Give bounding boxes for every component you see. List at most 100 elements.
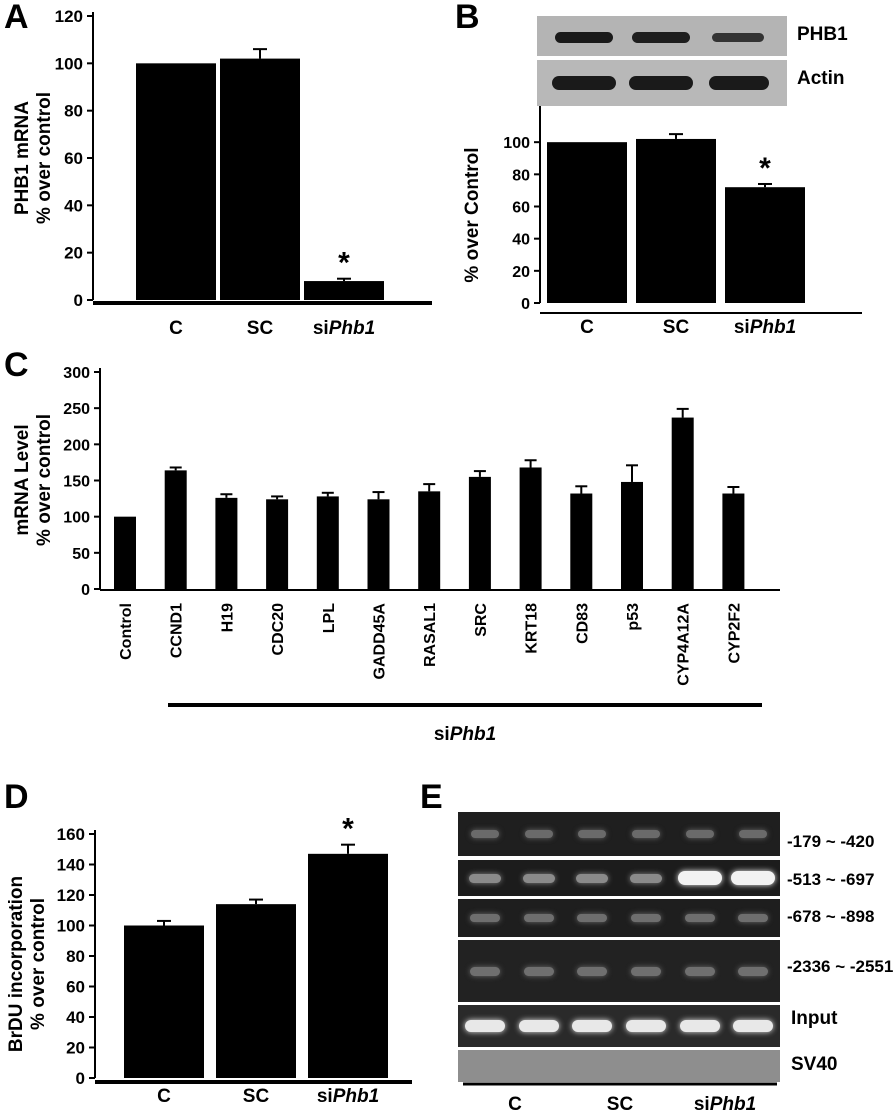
- gel-band: [684, 966, 715, 976]
- y-tick-label: 20: [512, 264, 530, 281]
- bar: [304, 281, 384, 300]
- significance-marker: *: [759, 152, 771, 185]
- bar: [136, 63, 216, 301]
- gel-row: [458, 1005, 780, 1047]
- significance-marker: *: [338, 247, 350, 280]
- y-tick-label: 80: [66, 947, 85, 966]
- blot-band: [709, 76, 769, 90]
- gel-band: [522, 873, 555, 883]
- gel-row: [458, 812, 780, 856]
- gel-band: [731, 871, 776, 885]
- chart-c: 0 50 100 150 200 250 300 Control CCND1 H19 CDC20 LP…: [12, 365, 780, 745]
- y-tick-label: 100: [63, 510, 90, 527]
- x-tick-label: GADD45A: [372, 603, 389, 680]
- y-tick-label: 40: [64, 196, 83, 215]
- gel-band: [733, 1020, 774, 1032]
- panel-label-e: E: [420, 778, 443, 816]
- y-tick-label: 150: [63, 474, 90, 491]
- y-tick-label: 120: [57, 886, 85, 905]
- gel-row: [458, 940, 780, 1002]
- y-axis-label: BrDU incorporation% over control: [6, 876, 49, 1052]
- bar: [671, 417, 694, 589]
- gel-band: [523, 966, 554, 976]
- significance-marker: *: [342, 813, 354, 846]
- panel-label-b: B: [455, 0, 480, 36]
- gel-band: [572, 1020, 613, 1032]
- x-tick-label: SC: [243, 1086, 270, 1107]
- y-axis-label-line: % over control: [34, 92, 55, 224]
- blot-band: [629, 76, 693, 90]
- gel-group-label: SC: [607, 1094, 634, 1114]
- y-tick-label: 100: [503, 135, 530, 152]
- y-tick-label: 0: [81, 582, 90, 599]
- bar: [308, 853, 388, 1078]
- panel-label-a: A: [4, 0, 29, 36]
- x-tick-label: H19: [219, 603, 236, 632]
- bar: [519, 467, 542, 589]
- x-tick-label: CD83: [574, 603, 591, 644]
- y-axis-label-line: mRNA Level: [12, 424, 33, 535]
- y-tick-label: 120: [55, 7, 83, 26]
- gel-band: [469, 914, 500, 922]
- y-tick-label: 100: [55, 54, 83, 73]
- gel-group-label: siPhb1: [694, 1094, 756, 1114]
- gel-band: [739, 830, 768, 838]
- bar: [164, 470, 187, 589]
- gel-label: -678 ~ -898: [787, 907, 875, 926]
- bar: [621, 481, 643, 589]
- y-tick-label: 20: [66, 1039, 85, 1058]
- y-tick-label: 160: [57, 825, 85, 844]
- gel-band: [685, 830, 714, 838]
- gel-image: [458, 812, 780, 1082]
- x-tick-label: C: [580, 317, 594, 338]
- bar: [114, 516, 136, 589]
- bar: [124, 925, 204, 1078]
- y-tick-label: 50: [72, 546, 90, 563]
- y-tick-label: 0: [74, 291, 83, 310]
- bar: [215, 497, 238, 589]
- blot-band: [712, 33, 764, 42]
- blot-band: [552, 76, 616, 90]
- y-tick-label: 20: [64, 244, 83, 263]
- x-tick-label: C: [157, 1086, 171, 1107]
- y-tick-label: 60: [66, 978, 85, 997]
- x-tick-label: SC: [247, 318, 274, 339]
- gel-band: [577, 966, 608, 976]
- gel-band: [518, 1020, 559, 1032]
- gel-band: [625, 1020, 666, 1032]
- x-tick-label: KRT18: [524, 603, 541, 654]
- gel-row: [458, 860, 780, 896]
- gel-label: SV40: [791, 1054, 838, 1075]
- bar: [636, 138, 716, 303]
- y-tick-label: 100: [57, 917, 85, 936]
- gel-band: [738, 966, 769, 976]
- bar: [418, 491, 441, 589]
- bar: [468, 476, 491, 589]
- x-tick-label: CYP2F2: [726, 603, 743, 664]
- gel-band: [578, 830, 607, 838]
- x-tick-label: SC: [663, 317, 690, 338]
- gel-group-label: C: [508, 1094, 522, 1114]
- gel-band: [469, 966, 500, 976]
- bar: [725, 187, 805, 303]
- x-tick-label: RASAL1: [422, 603, 439, 667]
- x-tick-label: Control: [118, 603, 135, 660]
- gel-band: [524, 830, 553, 838]
- y-axis-label-line: PHB1 mRNA: [12, 101, 33, 215]
- bar: [722, 493, 745, 589]
- x-tick-label: siPhb1: [734, 317, 796, 338]
- x-tick-label: CCND1: [169, 603, 186, 658]
- blot-band: [632, 32, 690, 43]
- gel-band: [470, 830, 499, 838]
- gel-band: [684, 914, 715, 922]
- bar: [547, 142, 627, 303]
- x-tick-label: CDC20: [270, 603, 287, 656]
- y-axis-label: % over Control: [462, 147, 483, 282]
- gel-label: Input: [791, 1008, 838, 1029]
- gel-label: -2336 ~ -2551: [787, 957, 894, 976]
- gel-band: [677, 871, 722, 885]
- y-tick-label: 80: [512, 167, 530, 184]
- gel-band: [577, 914, 608, 922]
- x-tick-label: siPhb1: [313, 318, 375, 339]
- gel-label: -179 ~ -420: [787, 832, 875, 851]
